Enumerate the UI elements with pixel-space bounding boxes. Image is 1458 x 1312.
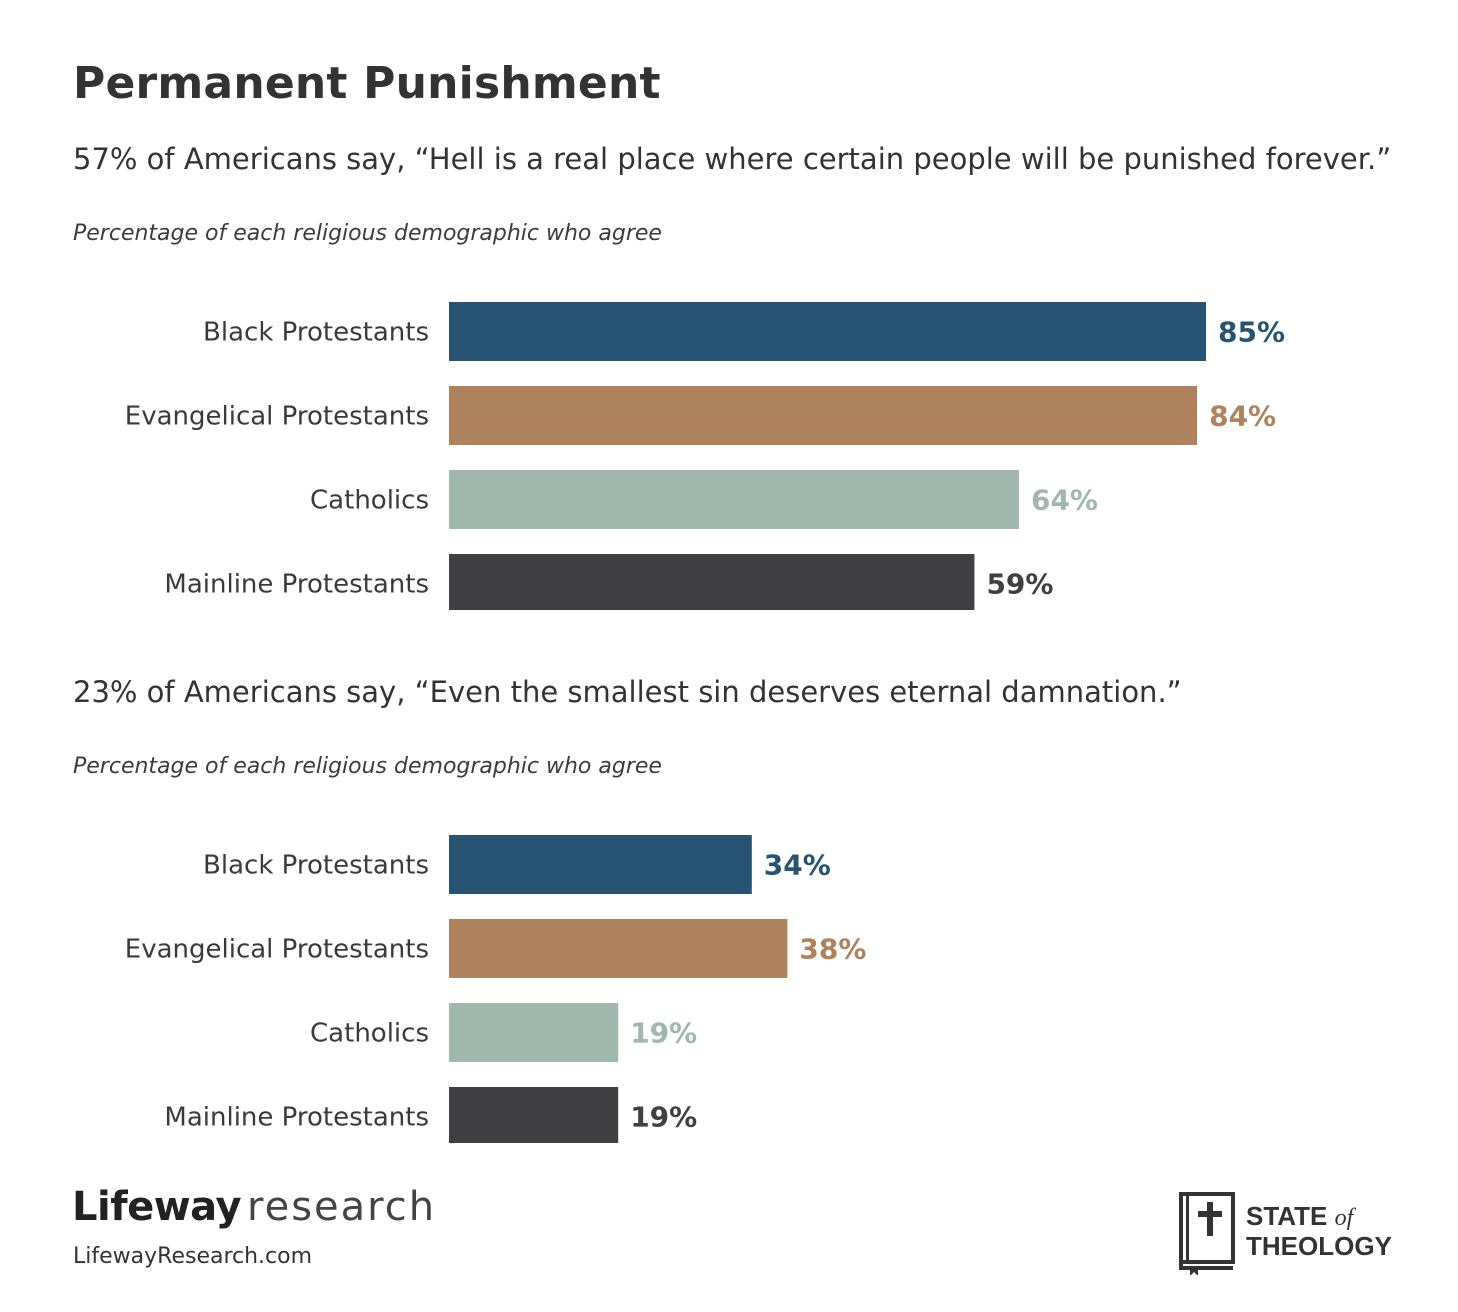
bar-chart-svg-0: Black Protestants 85% Evangelical Protesta… [125,302,1285,610]
category-label: Catholics [310,1019,429,1049]
category-label: Catholics [310,486,429,516]
bar [449,302,1206,361]
value-label: 19% [630,1017,697,1050]
chart-2-subtitle: Percentage of each religious demographic… [73,754,662,779]
chart-smallest-sin: Black Protestants 34% Evangelical Protesta… [0,823,1458,1143]
value-label: 64% [1031,484,1098,517]
logo-state-text: STATE [1246,1201,1328,1231]
value-label: 84% [1209,400,1276,433]
brand-light-text: research [247,1184,437,1230]
logo-theology-text: THEOLOGY [1246,1231,1392,1261]
page-title: Permanent Punishment [73,58,661,109]
bar [449,554,975,610]
value-label: 85% [1218,316,1285,349]
state-of-theology-logo: STATE of THEOLOGY [1246,1202,1392,1260]
value-label: 19% [630,1101,697,1134]
bar [449,919,788,978]
bar [449,1003,619,1062]
brand-bold-text: Lifeway [72,1184,242,1230]
chart-1-subtitle: Percentage of each religious demographic… [73,221,662,246]
logo-of-text: of [1334,1205,1354,1231]
value-label: 59% [986,568,1053,601]
chart-hell-real-place: Black Protestants 85% Evangelical Protesta… [0,290,1458,610]
bar-chart-svg-1: Black Protestants 34% Evangelical Protesta… [125,835,866,1143]
category-label: Evangelical Protestants [125,935,429,965]
chart-2-headline: 23% of Americans say, “Even the smallest… [73,675,1182,709]
lifeway-research-logo: Lifeway research [72,1184,436,1230]
chart-1-headline: 57% of Americans say, “Hell is a real pl… [73,142,1392,176]
value-label: 34% [764,849,831,882]
bible-cross-icon [1179,1192,1235,1275]
category-label: Mainline Protestants [164,1103,429,1133]
category-label: Black Protestants [203,318,429,348]
value-label: 38% [799,933,866,966]
bar [449,470,1019,529]
bar [449,1087,619,1143]
footer-url: LifewayResearch.com [73,1244,313,1269]
category-label: Evangelical Protestants [125,402,429,432]
bar [449,386,1198,445]
bar [449,835,752,894]
category-label: Black Protestants [203,851,429,881]
category-label: Mainline Protestants [164,570,429,600]
